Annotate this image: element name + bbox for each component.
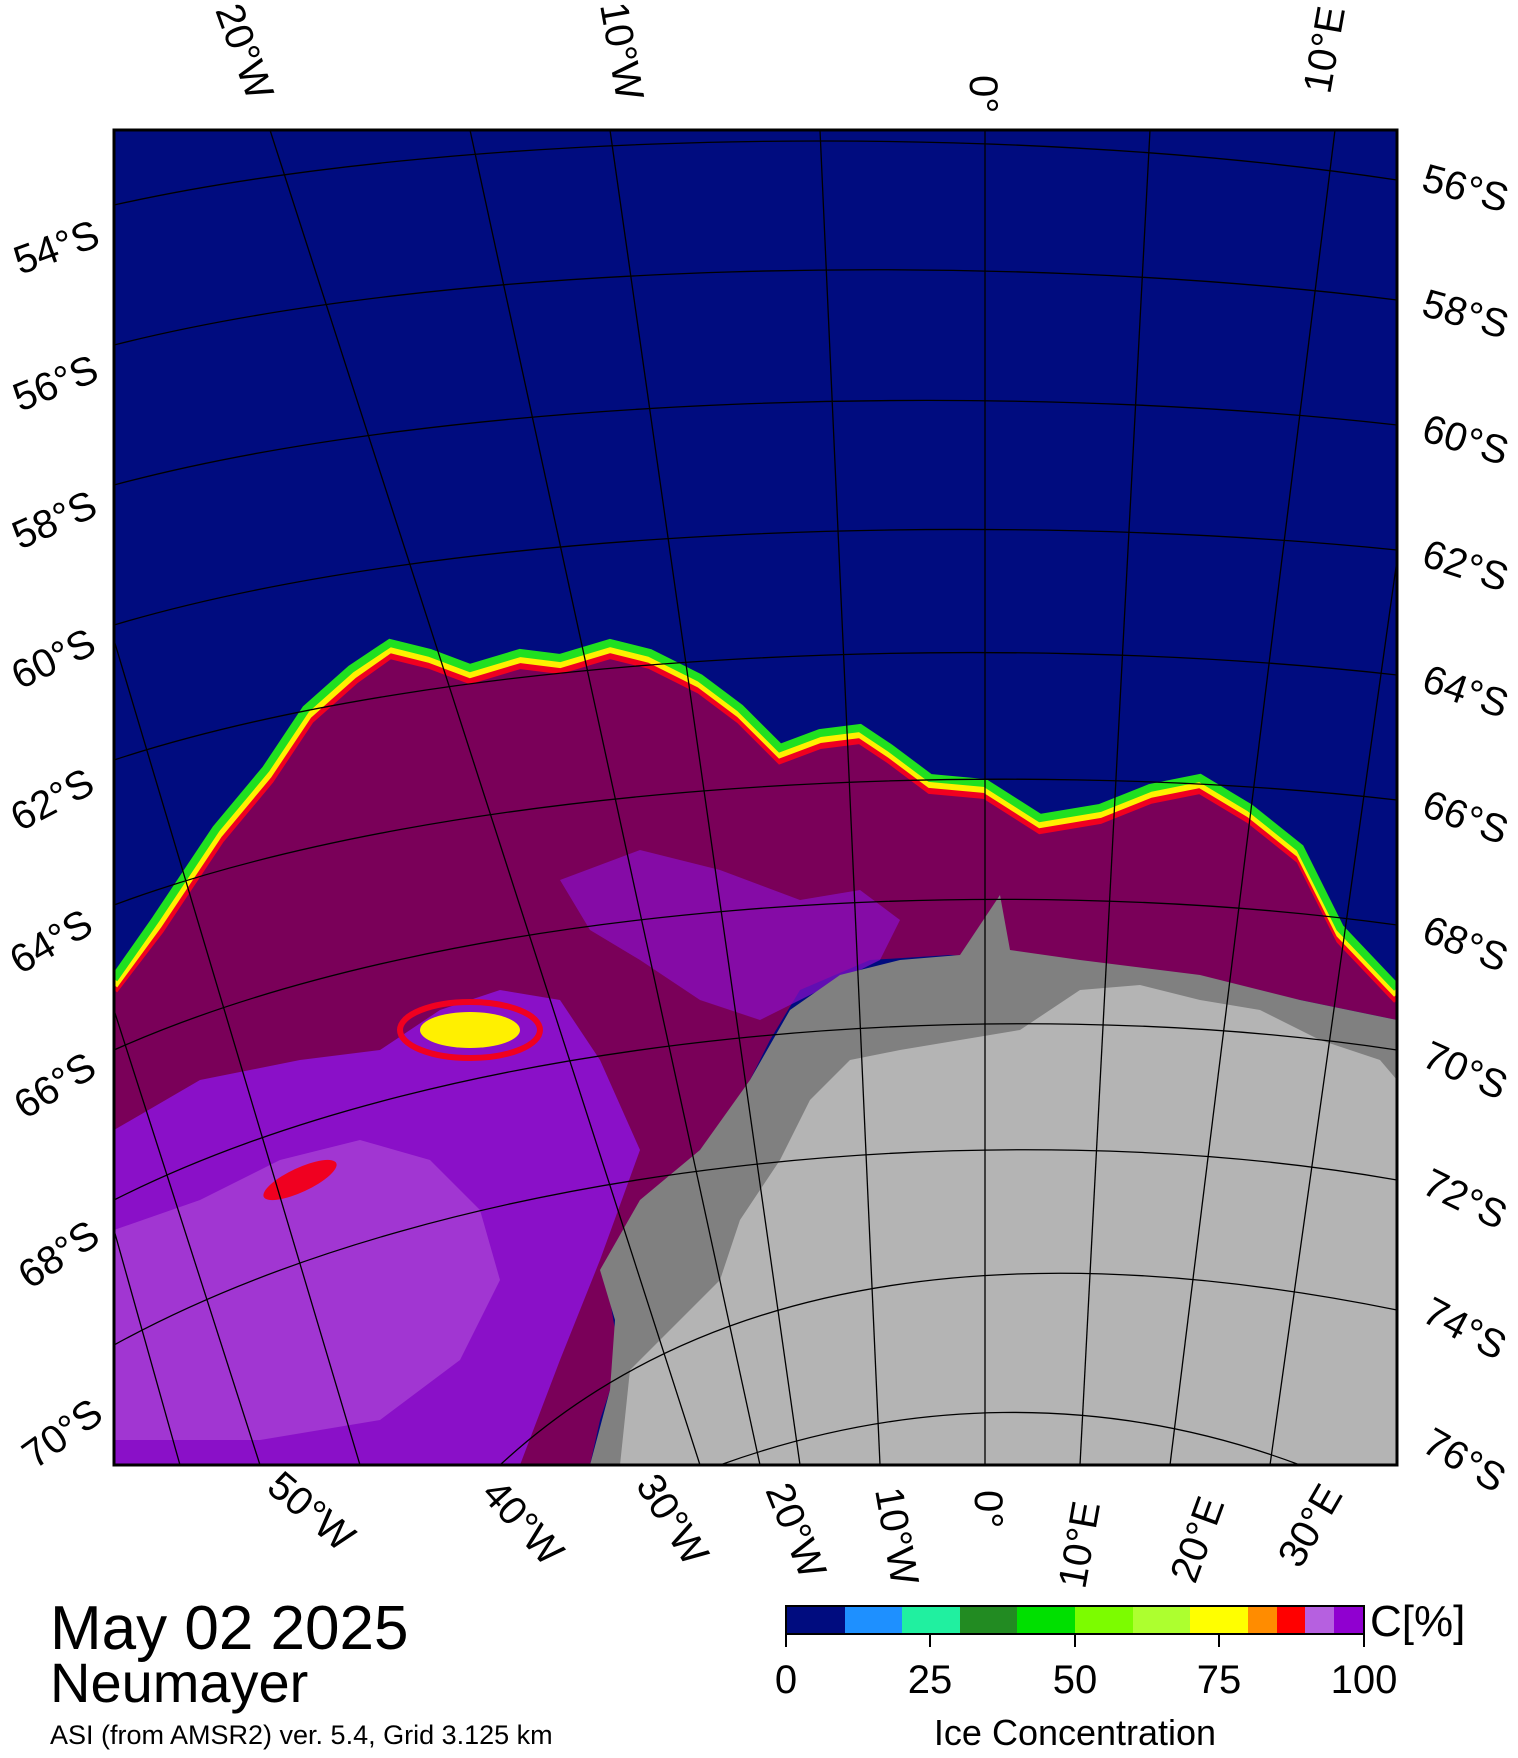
lon-label-bottom: 10°E: [1051, 1498, 1109, 1591]
lon-label-bottom: 10°W: [866, 1484, 926, 1589]
lat-label-right: 68°S: [1417, 908, 1514, 981]
lat-label-left: 62°S: [4, 760, 102, 840]
colorbar-tick-label: 50: [1052, 1658, 1098, 1702]
lat-label-left: 70°S: [14, 1390, 110, 1477]
lon-label-bottom: 50°W: [259, 1463, 363, 1560]
ice-lilac-zone: [114, 1140, 500, 1440]
colorbar-segment: [902, 1607, 931, 1633]
lat-label-right: 60°S: [1417, 407, 1513, 475]
colorbar-tick: [785, 1635, 787, 1647]
colorbar-segment: [787, 1607, 816, 1633]
ice-edge-green: [114, 638, 1397, 991]
lat-label-right: 66°S: [1417, 782, 1514, 853]
colorbar-segment: [1334, 1607, 1363, 1633]
colorbar-segment: [1017, 1607, 1047, 1633]
lat-label-right: 74°S: [1416, 1289, 1514, 1369]
antarctic-land: [620, 985, 1397, 1465]
lon-label-bottom: 40°W: [473, 1472, 572, 1575]
lat-label-right: 70°S: [1416, 1033, 1514, 1109]
colorbar-segment: [959, 1607, 989, 1633]
lon-label-bottom: 20°W: [757, 1477, 835, 1585]
colorbar-segment: [1218, 1607, 1248, 1633]
map-frame: [112, 128, 1399, 1467]
colorbar-segment: [1305, 1607, 1335, 1633]
lon-label-bottom: 20°E: [1162, 1491, 1233, 1588]
ice-purple-zone-2: [560, 850, 900, 1020]
lon-label-top: 10°E: [1296, 3, 1354, 96]
ice-patch-yellow: [420, 1012, 520, 1048]
colorbar-segment: [1161, 1607, 1191, 1633]
colorbar-unit: C[%]: [1370, 1597, 1466, 1646]
colorbar-tick-label: 75: [1196, 1658, 1242, 1702]
colorbar-segment: [930, 1607, 960, 1633]
colorbar: [785, 1605, 1365, 1635]
ice-patch-red: [397, 999, 543, 1061]
lon-label-top: 20°W: [207, 0, 282, 106]
colorbar-tick-label: 0: [774, 1658, 798, 1702]
lat-label-left: 64°S: [3, 901, 100, 983]
lon-label-top: 10°W: [591, 0, 651, 104]
lon-label-bottom: 30°W: [627, 1466, 717, 1573]
colorbar-segment: [1103, 1607, 1133, 1633]
colorbar-segment: [815, 1607, 845, 1633]
colorbar-segment: [1247, 1607, 1277, 1633]
lat-label-left: 56°S: [7, 347, 104, 420]
station-label: Neumayer: [50, 1651, 309, 1714]
lat-label-right: 72°S: [1416, 1161, 1514, 1239]
colorbar-segment: [988, 1607, 1018, 1633]
lon-label-bottom: 30°E: [1270, 1477, 1352, 1574]
lat-label-right: 64°S: [1417, 657, 1514, 727]
lat-label-left: 58°S: [6, 483, 104, 559]
colorbar-segment: [1132, 1607, 1162, 1633]
lat-label-left: 66°S: [6, 1044, 103, 1128]
lat-label-right: 62°S: [1417, 532, 1514, 601]
colorbar-segment: [844, 1607, 874, 1633]
ice-patch-red-2: [263, 1159, 337, 1201]
colorbar-segment: [1074, 1607, 1104, 1633]
colorbar-title: Ice Concentration: [933, 1712, 1217, 1753]
lat-label-right: 76°S: [1416, 1420, 1513, 1502]
colorbar-tick-label: 100: [1330, 1658, 1398, 1702]
colorbar-tick: [1218, 1635, 1220, 1647]
colorbar-segment: [873, 1607, 903, 1633]
colorbar-tick: [1074, 1635, 1076, 1647]
lat-label-left: 68°S: [10, 1212, 107, 1297]
date-label: May 02 2025: [50, 1594, 409, 1663]
ice-edge-red: [114, 650, 1397, 1003]
lat-label-left: 60°S: [5, 620, 103, 698]
colorbar-segment: [1046, 1607, 1075, 1633]
colorbar-tick: [929, 1635, 931, 1647]
lat-label-right: 56°S: [1418, 156, 1514, 221]
lat-label-left: 54°S: [8, 212, 105, 283]
colorbar-tick-label: 25: [907, 1658, 953, 1702]
lat-label-right: 58°S: [1418, 281, 1514, 347]
colorbar-segment: [1276, 1607, 1306, 1633]
ice-edge-yellow: [114, 644, 1397, 997]
lon-label-top: 0°: [961, 75, 1005, 113]
colorbar-tick: [1363, 1635, 1365, 1647]
product-label: ASI (from AMSR2) ver. 5.4, Grid 3.125 km: [50, 1720, 553, 1750]
graticule: [114, 130, 1397, 1465]
colorbar-segment: [1190, 1607, 1219, 1633]
lon-label-bottom: 0°: [966, 1490, 1010, 1528]
